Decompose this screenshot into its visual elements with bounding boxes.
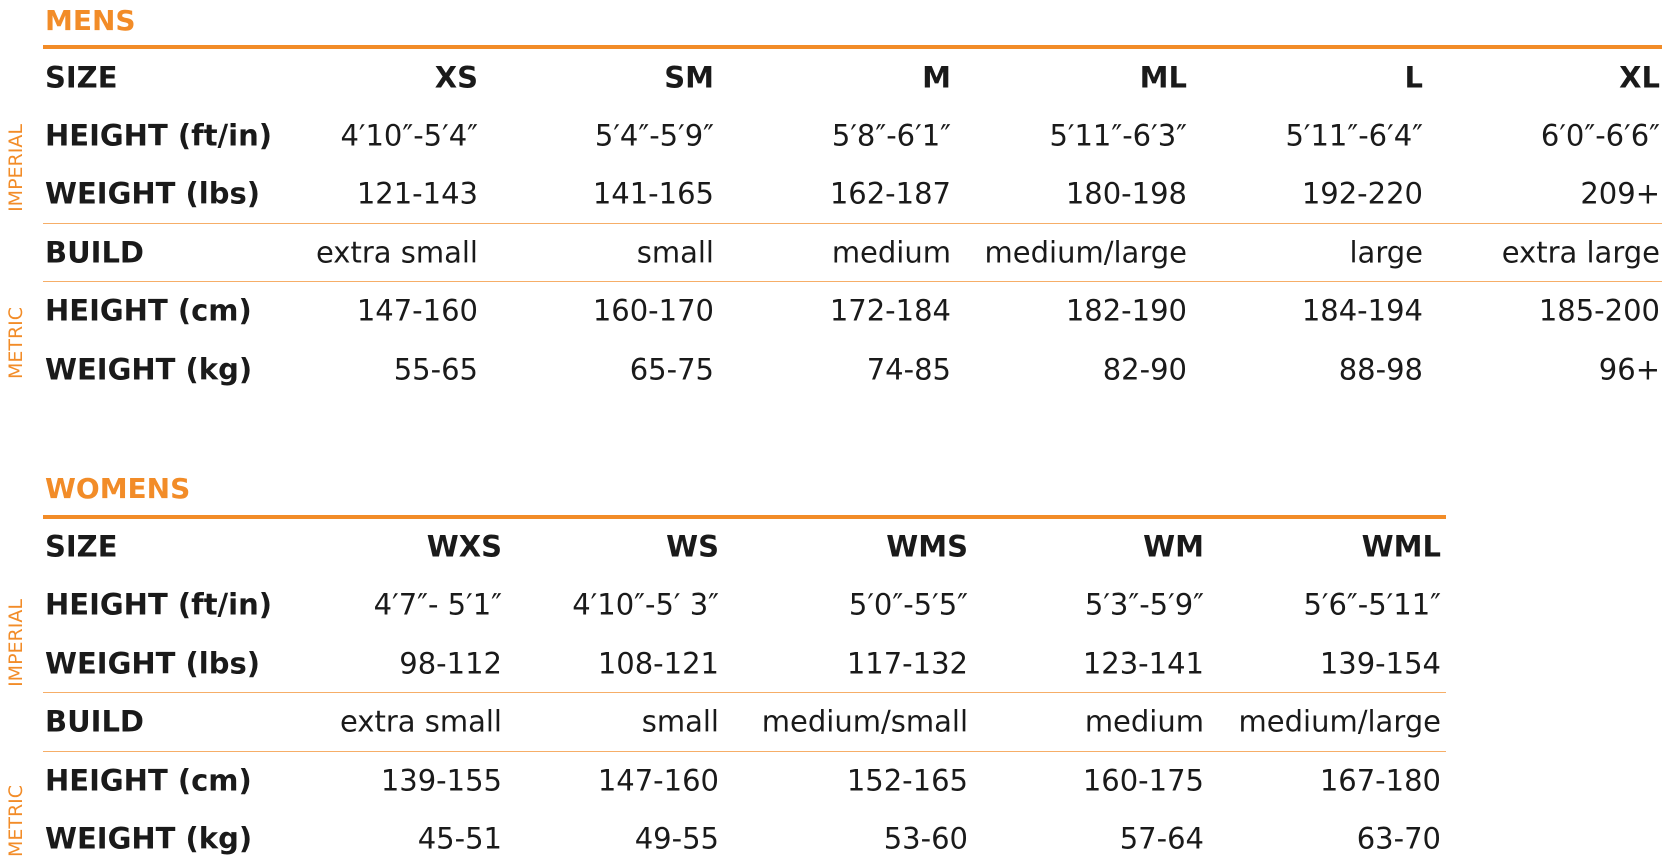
side-label: IMPERIAL xyxy=(5,124,27,212)
cell-value: 5′11″-6′3″ xyxy=(1049,118,1187,153)
cell-value: 4′7″- 5′1″ xyxy=(373,587,502,622)
size-header: ML xyxy=(1139,60,1187,95)
cell-value: medium xyxy=(1084,704,1204,739)
cell-value: 147-160 xyxy=(356,293,478,328)
size-header: WXS xyxy=(426,529,502,564)
row-label: HEIGHT (cm) xyxy=(45,293,252,328)
cell-value: 49-55 xyxy=(634,821,719,856)
row-label: WEIGHT (lbs) xyxy=(45,646,261,681)
cell-value: 152-165 xyxy=(846,763,968,798)
size-header: SM xyxy=(664,60,714,95)
cell-value: 123-141 xyxy=(1082,646,1204,681)
cell-value: 180-198 xyxy=(1065,176,1187,211)
size-header: WS xyxy=(666,529,719,564)
cell-value: 4′10″-5′ 3″ xyxy=(572,587,719,622)
cell-value: medium/large xyxy=(984,235,1187,270)
cell-value: 139-154 xyxy=(1319,646,1441,681)
cell-value: 65-75 xyxy=(629,352,714,387)
cell-value: 5′3″-5′9″ xyxy=(1084,587,1204,622)
cell-value: extra small xyxy=(315,235,478,270)
header-label: SIZE xyxy=(45,529,118,564)
cell-value: extra large xyxy=(1501,235,1660,270)
cell-value: 45-51 xyxy=(417,821,502,856)
cell-value: 139-155 xyxy=(380,763,502,798)
cell-value: 182-190 xyxy=(1065,293,1187,328)
cell-value: 172-184 xyxy=(829,293,951,328)
cell-value: 5′0″-5′5″ xyxy=(848,587,968,622)
cell-value: 167-180 xyxy=(1319,763,1441,798)
section-rule xyxy=(43,45,1662,49)
size-header: XS xyxy=(434,60,478,95)
side-label: METRIC xyxy=(5,784,27,858)
cell-value: medium/small xyxy=(761,704,968,739)
row-divider xyxy=(43,223,1662,224)
row-label: BUILD xyxy=(45,235,144,270)
cell-value: 82-90 xyxy=(1102,352,1187,387)
cell-value: large xyxy=(1349,235,1424,270)
size-header: XL xyxy=(1619,60,1660,95)
cell-value: 53-60 xyxy=(883,821,968,856)
cell-value: medium/large xyxy=(1238,704,1441,739)
cell-value: 5′4″-5′9″ xyxy=(594,118,714,153)
cell-value: 4′10″-5′4″ xyxy=(340,118,478,153)
row-label: WEIGHT (kg) xyxy=(45,821,253,856)
header-label: SIZE xyxy=(45,60,118,95)
cell-value: 5′11″-6′4″ xyxy=(1285,118,1423,153)
cell-value: medium xyxy=(831,235,951,270)
size-header: WMS xyxy=(886,529,968,564)
cell-value: 117-132 xyxy=(846,646,968,681)
row-label: WEIGHT (kg) xyxy=(45,352,253,387)
section-title: WOMENS xyxy=(45,472,191,505)
cell-value: 184-194 xyxy=(1301,293,1423,328)
cell-value: 5′6″-5′11″ xyxy=(1303,587,1441,622)
size-header: WML xyxy=(1361,529,1441,564)
cell-value: 74-85 xyxy=(866,352,951,387)
row-divider xyxy=(43,281,1662,282)
cell-value: 63-70 xyxy=(1356,821,1441,856)
cell-value: 147-160 xyxy=(597,763,719,798)
row-divider xyxy=(43,692,1446,693)
row-label: HEIGHT (ft/in) xyxy=(45,587,272,622)
size-header: L xyxy=(1404,60,1423,95)
cell-value: 185-200 xyxy=(1538,293,1660,328)
cell-value: 5′8″-6′1″ xyxy=(831,118,951,153)
cell-value: 162-187 xyxy=(829,176,951,211)
row-label: HEIGHT (cm) xyxy=(45,763,252,798)
section-title: MENS xyxy=(45,4,136,37)
section-rule xyxy=(43,515,1446,519)
side-label: IMPERIAL xyxy=(5,599,27,687)
cell-value: 141-165 xyxy=(592,176,714,211)
cell-value: 209+ xyxy=(1580,176,1660,211)
cell-value: 55-65 xyxy=(393,352,478,387)
cell-value: 57-64 xyxy=(1119,821,1204,856)
cell-value: 98-112 xyxy=(399,646,502,681)
size-header: M xyxy=(922,60,951,95)
row-label: HEIGHT (ft/in) xyxy=(45,118,272,153)
cell-value: small xyxy=(636,235,714,270)
cell-value: small xyxy=(641,704,719,739)
cell-value: 121-143 xyxy=(356,176,478,211)
row-label: WEIGHT (lbs) xyxy=(45,176,261,211)
cell-value: 160-175 xyxy=(1082,763,1204,798)
row-divider xyxy=(43,751,1446,752)
cell-value: 160-170 xyxy=(592,293,714,328)
cell-value: 6′0″-6′6″ xyxy=(1540,118,1660,153)
cell-value: 96+ xyxy=(1598,352,1660,387)
cell-value: extra small xyxy=(339,704,502,739)
size-header: WM xyxy=(1143,529,1204,564)
side-label: METRIC xyxy=(5,306,27,380)
row-label: BUILD xyxy=(45,704,144,739)
cell-value: 88-98 xyxy=(1338,352,1423,387)
cell-value: 192-220 xyxy=(1301,176,1423,211)
cell-value: 108-121 xyxy=(597,646,719,681)
